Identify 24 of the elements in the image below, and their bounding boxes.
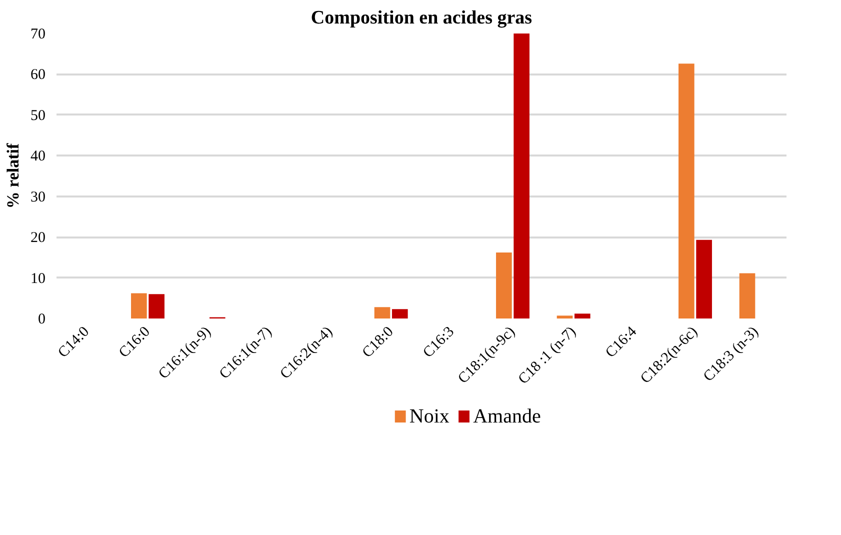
- bar: [556, 316, 573, 318]
- bar: [696, 240, 712, 318]
- legend-label: Noix: [409, 406, 450, 428]
- bar: [574, 314, 590, 318]
- y-tick-label: 0: [38, 312, 46, 328]
- y-tick-label: 20: [30, 230, 46, 246]
- legend-label: Amande: [473, 406, 541, 428]
- x-tick-label: C18 :1 (n-7): [515, 324, 580, 388]
- bar: [678, 64, 694, 318]
- y-tick-label: 40: [30, 148, 46, 165]
- bar: [739, 273, 756, 318]
- bar: [131, 293, 147, 318]
- chart-title: Composition en acides gras: [310, 8, 532, 28]
- y-axis-title: % relatif: [4, 143, 22, 209]
- bar: [374, 307, 390, 318]
- bar: [148, 294, 164, 318]
- y-tick-label: 50: [30, 108, 46, 124]
- y-tick-label: 60: [30, 67, 46, 84]
- y-tick-label: 70: [30, 26, 46, 42]
- bar: [514, 34, 530, 318]
- bar: [392, 309, 408, 318]
- y-tick-label: 30: [30, 189, 46, 206]
- y-tick-label: 10: [30, 270, 46, 287]
- bar: [496, 252, 512, 318]
